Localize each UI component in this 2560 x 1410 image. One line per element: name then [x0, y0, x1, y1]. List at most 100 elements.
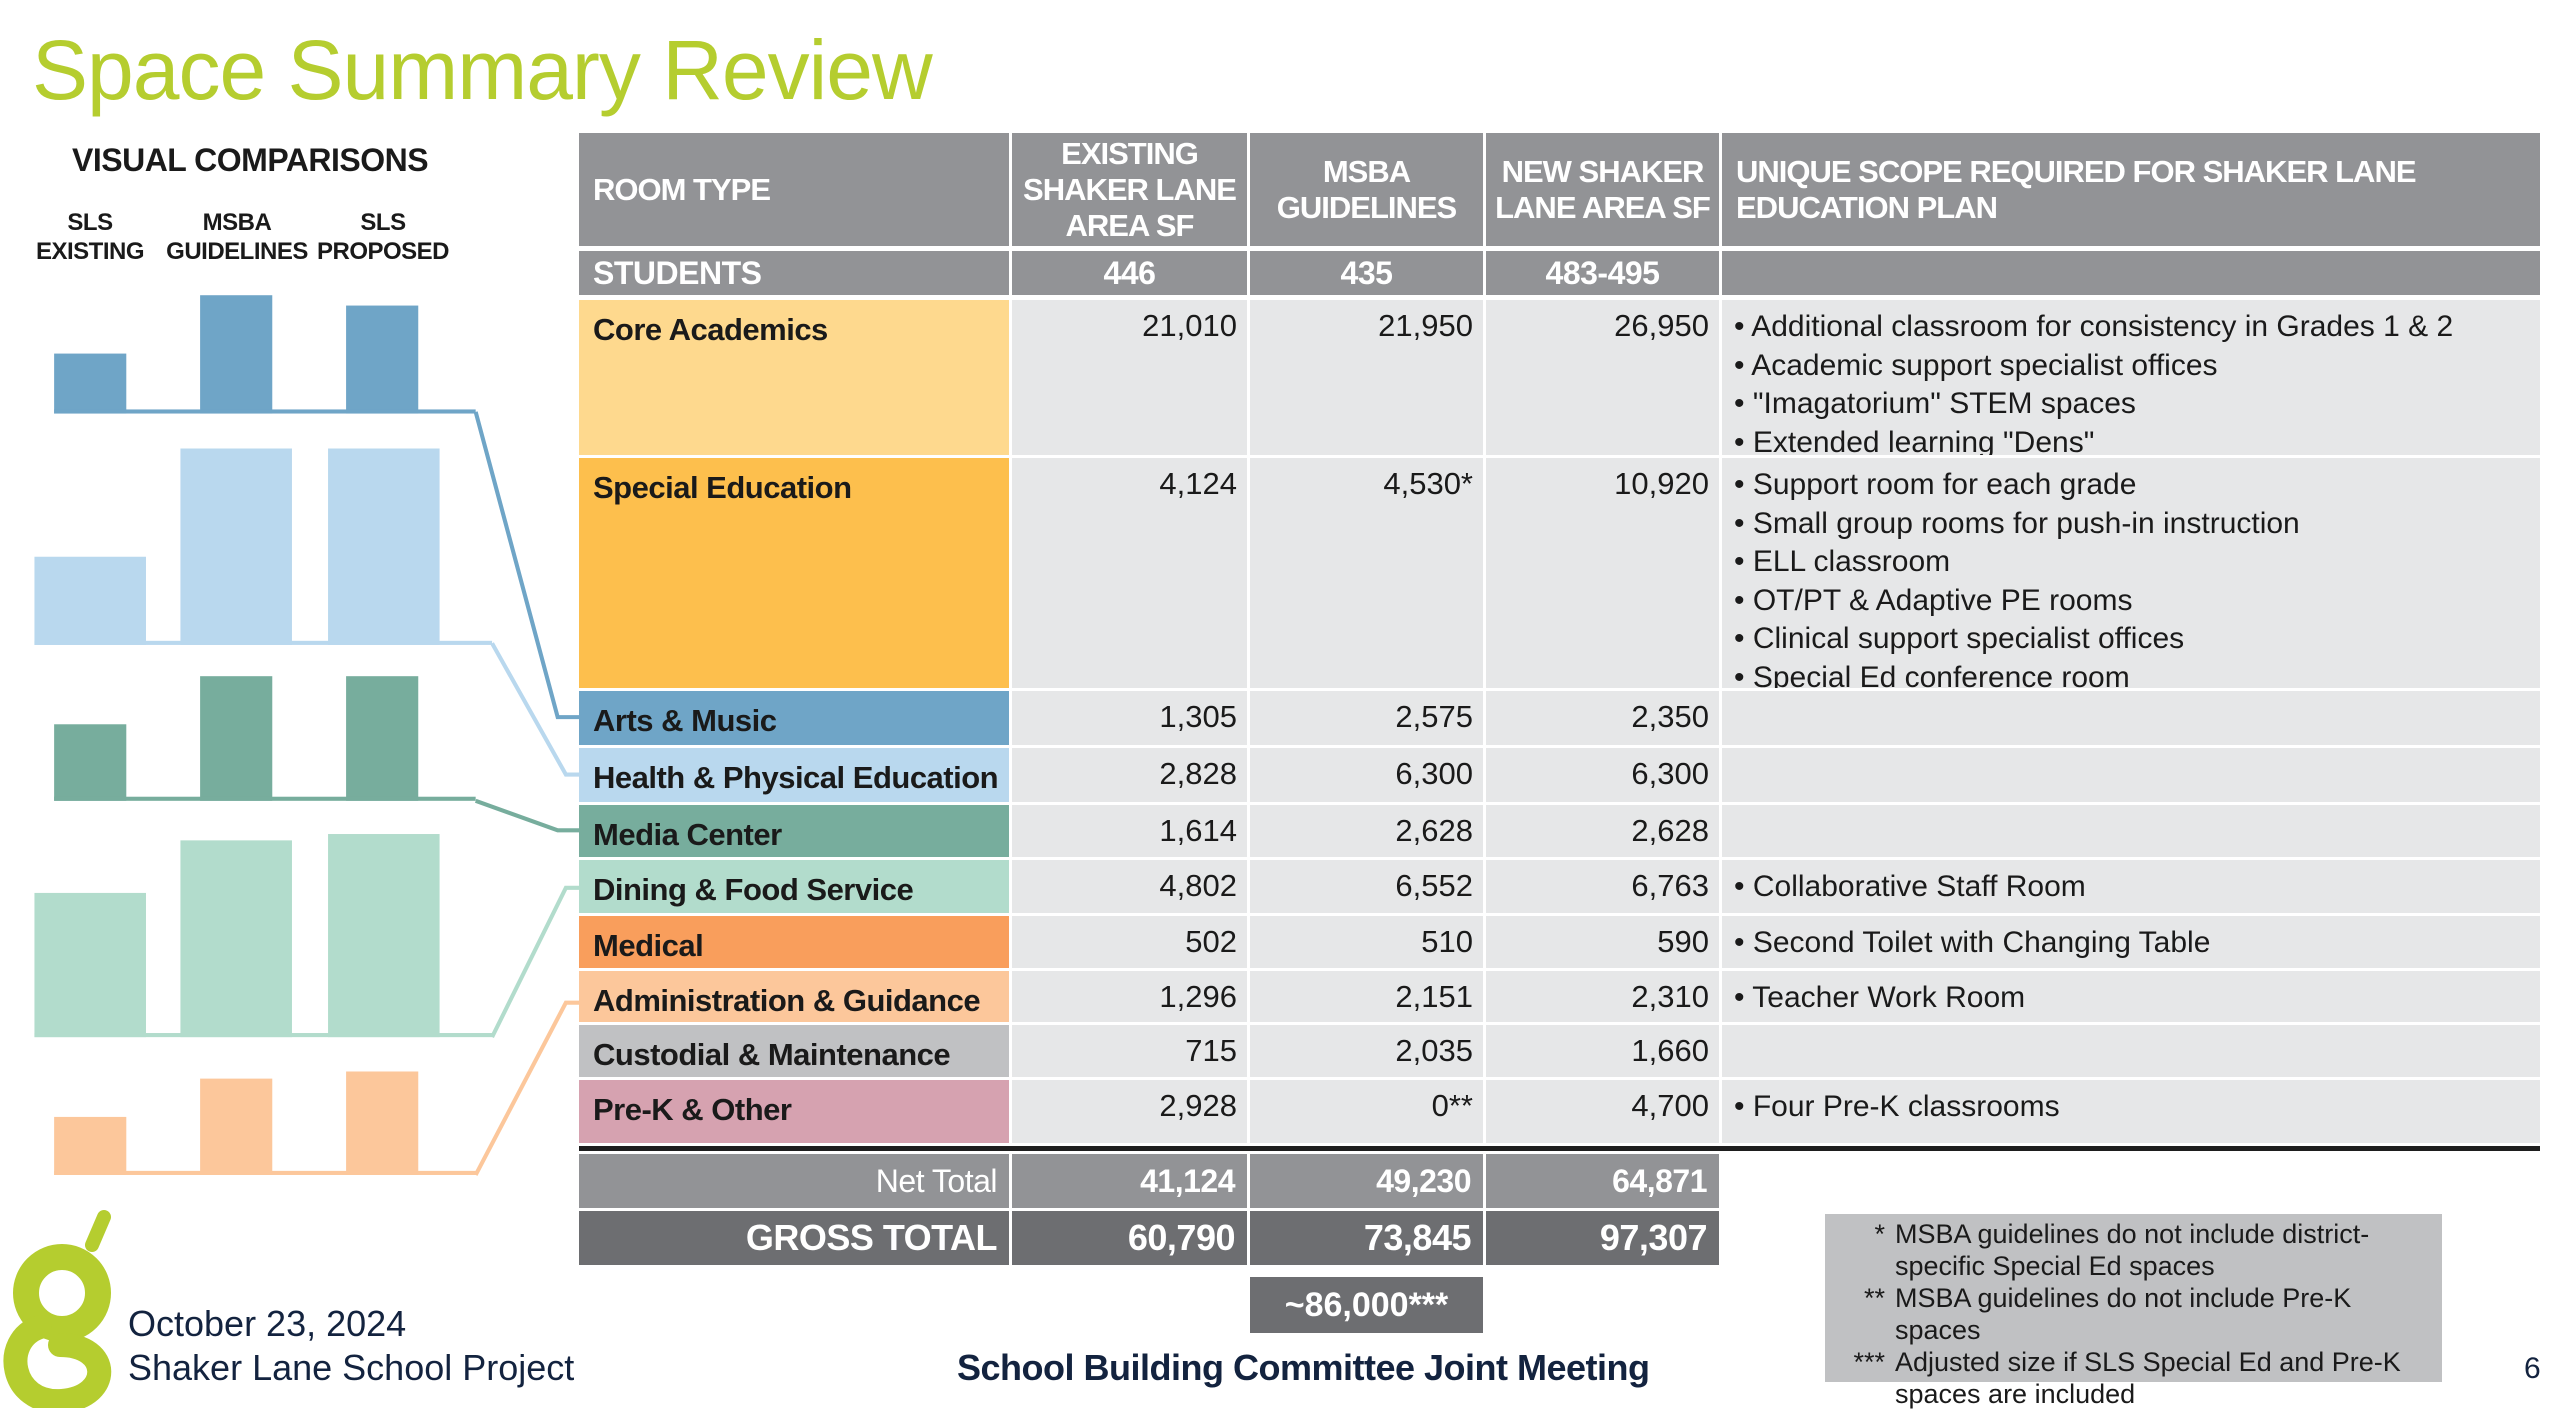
gross-total-msba: 73,845: [1250, 1211, 1483, 1265]
scope-note-text: ELL classroom: [1752, 545, 1951, 578]
new-area: 26,950: [1486, 300, 1719, 455]
bullet-icon: •: [1734, 425, 1753, 456]
room-type-label: Health & Physical Education: [579, 748, 1009, 802]
bar-proposed: [346, 1071, 419, 1175]
bullet-icon: •: [1734, 506, 1753, 540]
table-row: Pre-K & Other 2,928 0** 4,700 • Four Pre-K c…: [579, 1080, 2540, 1143]
new-area: 590: [1486, 916, 1719, 968]
existing-area: 21,010: [1012, 300, 1247, 455]
table-row: Custodial & Maintenance 715 2,035 1,660: [579, 1025, 2540, 1077]
msba-area: 510: [1250, 916, 1483, 968]
new-area: 6,300: [1486, 748, 1719, 802]
unique-scope-notes: [1722, 691, 2540, 745]
scope-note-item: • Small group rooms for push-in instruct…: [1734, 505, 2540, 544]
bar-existing: [54, 353, 127, 414]
bullet-icon: •: [1734, 387, 1753, 420]
gross-total-row: GROSS TOTAL 60,790 73,845 97,307: [579, 1211, 2540, 1265]
bullet-icon: •: [1734, 660, 1753, 689]
room-type-label: Core Academics: [579, 300, 1009, 455]
bullet-icon: •: [1734, 468, 1753, 501]
msba-area: 2,575: [1250, 691, 1483, 745]
existing-area: 4,802: [1012, 860, 1247, 913]
room-type-label: Custodial & Maintenance: [579, 1025, 1009, 1077]
unique-scope-notes: [1722, 748, 2540, 802]
bar-proposed: [328, 448, 440, 645]
vc-column-existing: SLS EXISTING: [35, 209, 145, 265]
scope-note-item: • Academic support specialist offices: [1734, 347, 2540, 386]
connector-line: [473, 1000, 579, 1176]
scope-note-item: • OT/PT & Adaptive PE rooms: [1734, 582, 2540, 621]
existing-area: 715: [1012, 1025, 1247, 1077]
table-row: Health & Physical Education 2,828 6,300 6,3…: [579, 748, 2540, 802]
bar-existing: [54, 1116, 127, 1175]
visual-comparisons-title: VISUAL COMPARISONS: [72, 142, 429, 178]
scope-note-item: • Extended learning "Dens": [1734, 424, 2540, 456]
net-total-empty: [1722, 1154, 2540, 1208]
footnote-mark: *: [1874, 1219, 1885, 1249]
net-total-label: Net Total: [579, 1154, 1009, 1208]
bar-proposed: [328, 834, 440, 1038]
bar-msba: [200, 1078, 273, 1175]
table-row: Arts & Music 1,305 2,575 2,350: [579, 691, 2540, 745]
new-area: 2,310: [1486, 971, 1719, 1022]
scope-note-item: • ELL classroom: [1734, 543, 2540, 582]
msba-area: 2,628: [1250, 805, 1483, 857]
bar-existing: [34, 556, 146, 645]
bar-msba: [180, 448, 292, 645]
adjusted-msba-total: ~86,000***: [1250, 1277, 1483, 1333]
vc-column-msba: MSBA GUIDELINES: [166, 209, 308, 265]
new-area: 10,920: [1486, 458, 1719, 688]
table-row: Special Education 4,124 4,530* 10,920 • Supp…: [579, 458, 2540, 688]
footnote: ** MSBA guidelines do not include Pre-K s…: [1825, 1282, 2442, 1346]
bullet-icon: •: [1734, 981, 1753, 1014]
scope-note-item: • Support room for each grade: [1734, 466, 2540, 505]
scope-note-text: Support room for each grade: [1752, 468, 2137, 501]
g-logo-icon: [3, 1210, 112, 1408]
bullet-icon: •: [1734, 870, 1753, 903]
totals-divider: [579, 1146, 2540, 1151]
bullet-icon: •: [1734, 583, 1753, 617]
header-existing: EXISTING SHAKER LANE AREA SF: [1012, 133, 1247, 246]
bullet-icon: •: [1734, 1090, 1753, 1123]
bullet-icon: •: [1734, 926, 1753, 959]
net-total-row: Net Total 41,124 49,230 64,871: [579, 1154, 2540, 1208]
scope-note-item: • Clinical support specialist offices: [1734, 620, 2540, 659]
table-row: Medical 502 510 590 • Second Toilet with Cha…: [579, 916, 2540, 968]
new-area: 1,660: [1486, 1025, 1719, 1077]
existing-area: 1,296: [1012, 971, 1247, 1022]
room-type-label: Special Education: [579, 458, 1009, 688]
bar-existing: [54, 724, 127, 801]
connector-line: [474, 798, 579, 833]
students-row: STUDENTS 446 435 483-495: [579, 251, 2540, 295]
footnote: * MSBA guidelines do not include district…: [1825, 1218, 2442, 1282]
header-room-type: ROOM TYPE: [579, 133, 1009, 246]
msba-area: 2,035: [1250, 1025, 1483, 1077]
unique-scope-notes: • Support room for each grade • Small gro…: [1722, 458, 2540, 688]
scope-note-text: Small group rooms for push-in instructio…: [1752, 506, 2300, 540]
msba-area: 6,300: [1250, 748, 1483, 802]
table-row: Media Center 1,614 2,628 2,628: [579, 805, 2540, 857]
scope-note-text: Collaborative Staff Room: [1752, 870, 2086, 903]
table-row: Core Academics 21,010 21,950 26,950 • Additi…: [579, 300, 2540, 455]
unique-scope-notes: • Teacher Work Room: [1722, 971, 2540, 1022]
visual-comparison-bars: [34, 295, 579, 1176]
footer-meeting: School Building Committee Joint Meeting: [957, 1347, 1650, 1388]
connector-line: [490, 885, 579, 1039]
bar-baseline: [34, 1033, 493, 1038]
footer-date: October 23, 2024: [128, 1303, 407, 1344]
net-total-new: 64,871: [1486, 1154, 1719, 1208]
footnote-mark: **: [1863, 1283, 1885, 1313]
footnote: *** Adjusted size if SLS Special Ed and P…: [1825, 1346, 2442, 1410]
msba-area: 4,530*: [1250, 458, 1483, 688]
net-total-existing: 41,124: [1012, 1154, 1247, 1208]
unique-scope-notes: • Second Toilet with Changing Table: [1722, 916, 2540, 968]
existing-area: 1,305: [1012, 691, 1247, 745]
existing-area: 1,614: [1012, 805, 1247, 857]
room-type-label: Media Center: [579, 805, 1009, 857]
footnote-text: Adjusted size if SLS Special Ed and Pre-…: [1895, 1347, 2401, 1409]
scope-note-text: Four Pre-K classrooms: [1752, 1090, 2060, 1123]
bar-existing: [34, 892, 146, 1038]
bar-msba: [200, 676, 273, 801]
unique-scope-notes: • Collaborative Staff Room: [1722, 860, 2540, 913]
existing-area: 4,124: [1012, 458, 1247, 688]
